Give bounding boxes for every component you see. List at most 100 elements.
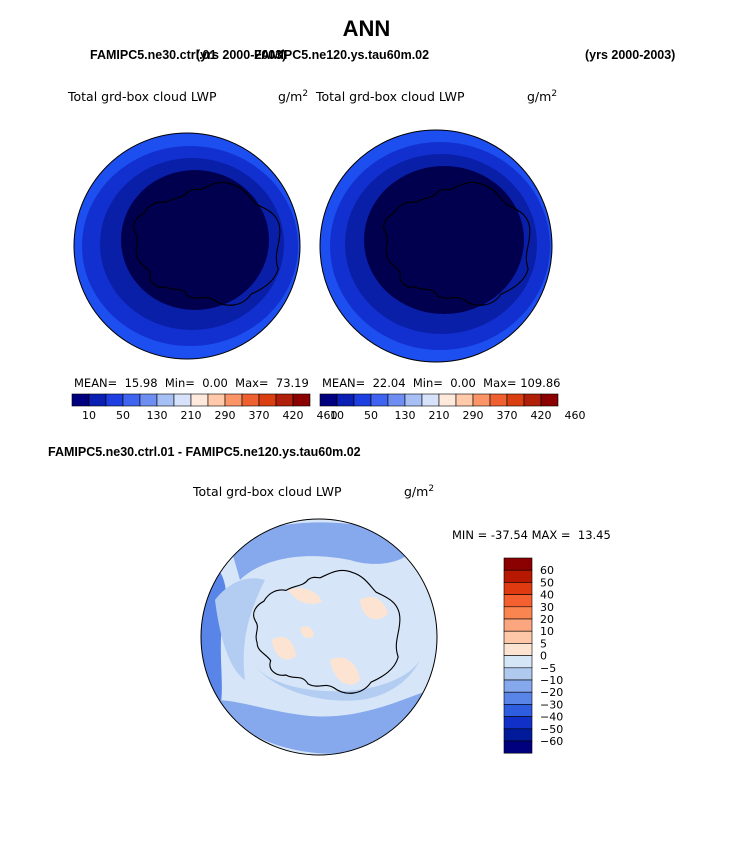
ctrl-colorbar-cell [258,393,277,407]
difference-colorbar-label: −60 [540,735,563,748]
ctrl-colorbar-cell [173,393,192,407]
ctrl-colorbar-cell [122,393,141,407]
difference-colorbar-cell [503,606,533,620]
ctrl-map-border [73,132,301,360]
difference-colorbar-cell [503,569,533,583]
test-colorbar-label: 210 [429,409,450,422]
ctrl-colorbar-label: 290 [215,409,236,422]
difference-colorbar-cell [503,716,533,730]
difference-colorbar-label: −30 [540,698,563,711]
difference-colorbar-cell [503,679,533,693]
difference-colorbar-cell [503,643,533,656]
difference-colorbar-label: 60 [540,564,554,577]
test-colorbar-label: 460 [565,409,586,422]
difference-colorbar-cell [503,740,533,754]
ctrl-colorbar-cell [190,393,209,407]
ctrl-colorbar-cell [292,393,311,407]
diff-units-label: g/m2 [404,484,435,500]
diff-variable-label: Total grd-box cloud LWP [193,484,342,499]
test-colorbar-label: 10 [330,409,344,422]
test-colorbar-cell [438,393,457,407]
test-colorbar-cell [404,393,423,407]
test-lwp-map [320,130,552,362]
right-variable-label: Total grd-box cloud LWP [316,89,465,104]
test-colorbar-cell [506,393,525,407]
right-years-title: (yrs 2000-2003) [585,48,676,62]
difference-colorbar-label: −50 [540,723,563,736]
difference-colorbar-label: 40 [540,589,554,602]
ctrl-colorbar-cell [139,393,158,407]
test-colorbar-label: 290 [463,409,484,422]
difference-map-border [200,518,438,756]
right-case-title: FAMIPC5.ne120.ys.tau60m.02 [254,48,430,62]
difference-colorbar-label: −5 [540,662,556,675]
test-colorbar-label: 130 [395,409,416,422]
difference-colorbar-cell [503,728,533,742]
ctrl-lwp-map [74,133,300,359]
ctrl-colorbar-cell [224,393,243,407]
difference-colorbar-cell [503,557,533,571]
test-colorbar-cell [336,393,355,407]
difference-colorbar-label: 50 [540,576,554,589]
right-stats: MEAN= 22.04 Min= 0.00 Max= 109.86 [322,376,561,390]
left-stats: MEAN= 15.98 Min= 0.00 Max= 73.19 [74,376,309,390]
ctrl-colorbar-label: 130 [147,409,168,422]
left-variable-label: Total grd-box cloud LWP [68,89,217,104]
ctrl-colorbar-cell [88,393,107,407]
ctrl-colorbar-label: 210 [181,409,202,422]
ctrl-colorbar-label: 10 [82,409,96,422]
difference-colorbar-cell [503,594,533,608]
test-map-border [319,129,553,363]
left-case-title: FAMIPC5.ne30.ctrl.01 [90,48,217,62]
test-colorbar-cell [421,393,440,407]
difference-colorbar-cell [503,667,533,681]
test-colorbar-cell [353,393,372,407]
ctrl-colorbar-label: 50 [116,409,130,422]
diff-stats: MIN = -37.54 MAX = 13.45 [452,528,611,542]
difference-colorbar-label: −20 [540,686,563,699]
ctrl-colorbar-cell [156,393,175,407]
main-title: ANN [342,16,391,41]
ctrl-colorbar-cell [275,393,294,407]
difference-colorbar-cell [503,630,533,644]
ctrl-colorbar-label: 460 [317,409,338,422]
ctrl-colorbar-cell [241,393,260,407]
difference-colorbar-label: 10 [540,625,554,638]
test-colorbar-cell [319,393,338,407]
test-colorbar-label: 50 [364,409,378,422]
ctrl-colorbar-label: 370 [249,409,270,422]
difference-colorbar-cell [503,618,533,632]
difference-colorbar-cell [503,704,533,717]
test-colorbar-cell [540,393,559,407]
left-years-title: (yrs 2000-2003) [196,48,287,62]
difference-colorbar-label: 5 [540,637,547,650]
difference-colorbar-label: 20 [540,613,554,626]
test-colorbar: 10 50 130 210 290 370 420 460 [319,393,586,422]
left-units-label: g/m2 [278,89,309,105]
test-colorbar-cell [455,393,474,407]
difference-colorbar-label: −40 [540,711,563,724]
difference-lwp-map [201,519,437,755]
ctrl-colorbar-label: 420 [283,409,304,422]
ctrl-colorbar-cell [71,393,90,407]
difference-colorbar-label: −10 [540,674,563,687]
test-colorbar-cell [523,393,542,407]
right-units-label: g/m2 [527,89,558,105]
test-colorbar-cell [387,393,406,407]
ctrl-colorbar-cell [105,393,124,407]
test-colorbar-cell [370,393,389,407]
difference-colorbar-label: 0 [540,650,547,663]
difference-title: FAMIPC5.ne30.ctrl.01 - FAMIPC5.ne120.ys.… [48,445,361,459]
difference-colorbar-cell [503,691,533,705]
ctrl-colorbar-cell [207,393,226,407]
test-colorbar-cell [472,393,491,407]
test-colorbar-cell [489,393,508,407]
difference-colorbar-label: 30 [540,601,554,614]
test-colorbar-label: 420 [531,409,552,422]
difference-colorbar-cell [503,582,533,595]
test-colorbar-label: 370 [497,409,518,422]
difference-colorbar-cell [503,655,533,669]
ctrl-colorbar: 10 50 130 210 290 370 420 460 [71,393,338,422]
